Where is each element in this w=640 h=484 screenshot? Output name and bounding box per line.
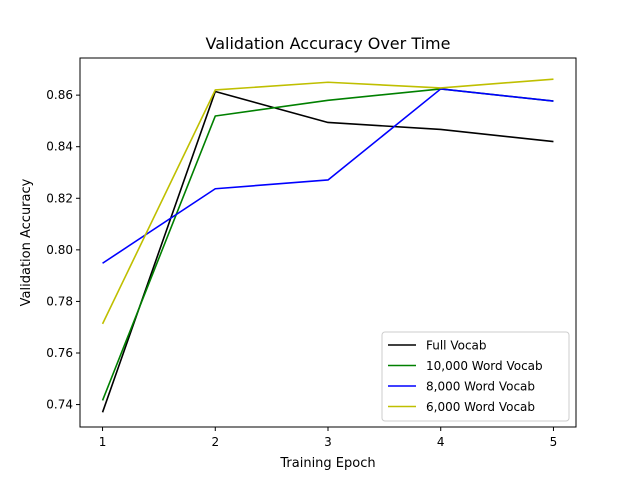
legend-label: 10,000 Word Vocab <box>426 359 543 373</box>
y-axis: 0.74 0.76 0.78 0.80 0.82 0.84 0.86 <box>46 88 80 412</box>
y-tick-label: 0.82 <box>46 191 73 205</box>
y-tick-label: 0.76 <box>46 346 73 360</box>
legend-label: Full Vocab <box>426 339 487 353</box>
series-line-4 <box>101 78 554 325</box>
x-tick-label: 5 <box>550 435 558 449</box>
x-tick-label: 2 <box>211 435 219 449</box>
series-line-1 <box>101 90 554 413</box>
x-axis-label: Training Epoch <box>279 456 375 471</box>
x-tick-label: 4 <box>437 435 445 449</box>
y-axis-label: Validation Accuracy <box>19 178 34 306</box>
y-tick-label: 0.80 <box>46 243 73 257</box>
legend-label: 6,000 Word Vocab <box>426 400 535 414</box>
plot-lines <box>101 78 554 413</box>
y-tick-label: 0.78 <box>46 294 73 308</box>
series-line-3 <box>102 88 554 264</box>
legend-box <box>381 331 570 422</box>
y-tick-label: 0.74 <box>46 398 73 412</box>
y-tick-label: 0.86 <box>46 88 73 102</box>
y-tick-label: 0.84 <box>46 140 73 154</box>
x-axis: 1 2 3 4 5 <box>99 427 558 449</box>
x-tick-label: 1 <box>99 435 107 449</box>
legend: Full Vocab 10,000 Word Vocab 8,000 Word Vo… <box>381 331 570 422</box>
chart-title: Validation Accuracy Over Time <box>206 34 451 53</box>
x-tick-label: 3 <box>324 435 332 449</box>
legend-label: 8,000 Word Vocab <box>426 380 535 394</box>
